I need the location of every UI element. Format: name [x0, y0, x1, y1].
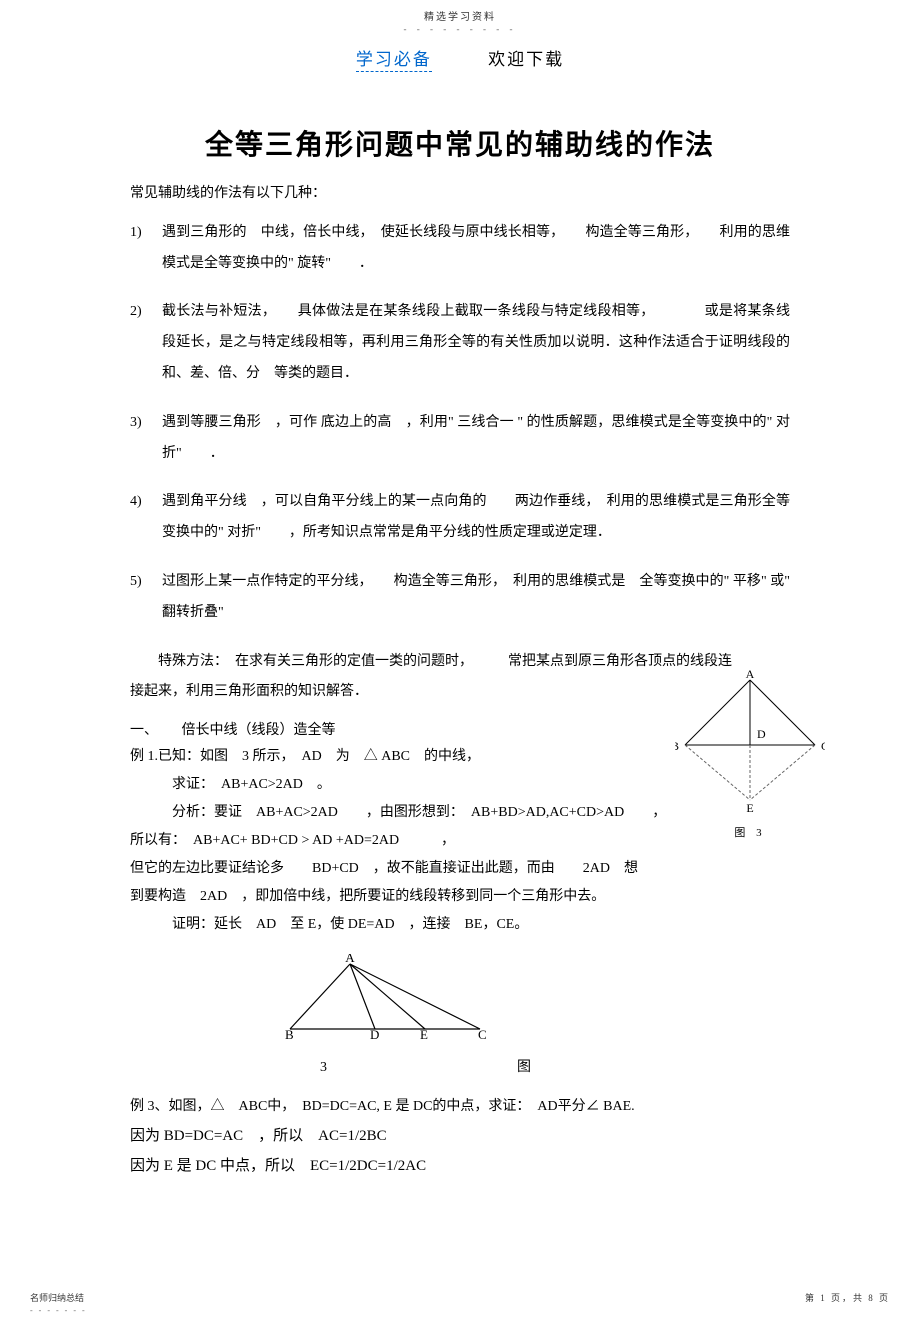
intro-text: 常见辅助线的作法有以下几种： — [130, 183, 790, 205]
method-number: 5) — [130, 567, 162, 629]
triangle-bdec-icon: A B D E C — [280, 954, 500, 1039]
svg-text:E: E — [420, 1027, 428, 1039]
footer-left-dots: - - - - - - - — [30, 1305, 87, 1318]
svg-text:A: A — [345, 954, 355, 965]
figure-num-left: 3 — [320, 1057, 327, 1079]
header-left: 学习必备 — [356, 50, 432, 72]
example-line: 到要构造 2AD ，即加倍中线，把所要证的线段转移到同一个三角形中去。 — [130, 883, 790, 911]
figure-caption: 图 3 — [675, 825, 825, 843]
top-dots: - - - - - - - - - — [130, 22, 790, 36]
footer-left-text: 名师归纳总结 — [30, 1291, 87, 1305]
method-text: 遇到等腰三角形 ，可作 底边上的高 ，利用" 三线合一 " 的性质解题，思维模式… — [162, 408, 790, 470]
figure-num-right: 图 — [517, 1057, 531, 1079]
svg-text:C: C — [478, 1027, 487, 1039]
svg-text:E: E — [746, 801, 753, 815]
example-line: 因为 BD=DC=AC ，所以 AC=1/2BC — [130, 1121, 790, 1151]
page-footer: 名师归纳总结 - - - - - - - 第 1 页，共 8 页 — [0, 1291, 920, 1318]
page: 精选学习资料 - - - - - - - - - 学习必备 欢迎下载 全等三角形… — [0, 0, 920, 1333]
header-line: 学习必备 欢迎下载 — [130, 46, 790, 73]
method-text: 遇到角平分线 ，可以自角平分线上的某一点向角的 两边作垂线， 利用的思维模式是三… — [162, 487, 790, 549]
method-text: 截长法与补短法， 具体做法是在某条线段上截取一条线段与特定线段相等， 或是将某条… — [162, 297, 790, 389]
method-item: 2) 截长法与补短法， 具体做法是在某条线段上截取一条线段与特定线段相等， 或是… — [130, 297, 790, 389]
svg-text:B: B — [285, 1027, 294, 1039]
method-text: 遇到三角形的 中线，倍长中线， 使延长线段与原中线长相等， 构造全等三角形， 利… — [162, 218, 790, 280]
svg-text:B: B — [675, 739, 679, 753]
example-3: 例 3、如图，△ ABC中， BD=DC=AC, E 是 DC的中点，求证： A… — [130, 1093, 790, 1181]
method-item: 1) 遇到三角形的 中线，倍长中线， 使延长线段与原中线长相等， 构造全等三角形… — [130, 218, 790, 280]
method-text: 过图形上某一点作特定的平分线， 构造全等三角形， 利用的思维模式是 全等变换中的… — [162, 567, 790, 629]
footer-right: 第 1 页，共 8 页 — [805, 1291, 890, 1318]
method-number: 3) — [130, 408, 162, 470]
method-item: 5) 过图形上某一点作特定的平分线， 构造全等三角形， 利用的思维模式是 全等变… — [130, 567, 790, 629]
method-number: 2) — [130, 297, 162, 389]
svg-text:D: D — [757, 727, 766, 741]
page-title: 全等三角形问题中常见的辅助线的作法 — [130, 124, 790, 169]
svg-text:A: A — [746, 670, 755, 681]
method-number: 1) — [130, 218, 162, 280]
example-line: 但它的左边比要证结论多 BD+CD ，故不能直接证出此题，而由 2AD 想 — [130, 855, 790, 883]
figure-number-row: 3 图 — [320, 1057, 790, 1079]
section-number: 一、 — [130, 723, 158, 738]
svg-text:C: C — [821, 739, 825, 753]
method-number: 4) — [130, 487, 162, 549]
section-title: 倍长中线（线段）造全等 — [182, 723, 336, 738]
method-item: 4) 遇到角平分线 ，可以自角平分线上的某一点向角的 两边作垂线， 利用的思维模… — [130, 487, 790, 549]
svg-text:D: D — [370, 1027, 379, 1039]
header-right: 欢迎下载 — [488, 50, 564, 69]
triangle-diagram-icon: A B C D E — [675, 670, 825, 815]
example-line: 证明：延长 AD 至 E，使 DE=AD ，连接 BE，CE。 — [130, 911, 790, 939]
method-item: 3) 遇到等腰三角形 ，可作 底边上的高 ，利用" 三线合一 " 的性质解题，思… — [130, 408, 790, 470]
figure-3: A B C D E 图 3 — [675, 670, 825, 843]
method-list: 1) 遇到三角形的 中线，倍长中线， 使延长线段与原中线长相等， 构造全等三角形… — [130, 218, 790, 629]
figure-mid: A B D E C — [280, 954, 790, 1047]
example-line: 因为 E 是 DC 中点，所以 EC=1/2DC=1/2AC — [130, 1151, 790, 1181]
footer-left: 名师归纳总结 - - - - - - - — [30, 1291, 87, 1318]
example-line: 例 3、如图，△ ABC中， BD=DC=AC, E 是 DC的中点，求证： A… — [130, 1093, 790, 1121]
